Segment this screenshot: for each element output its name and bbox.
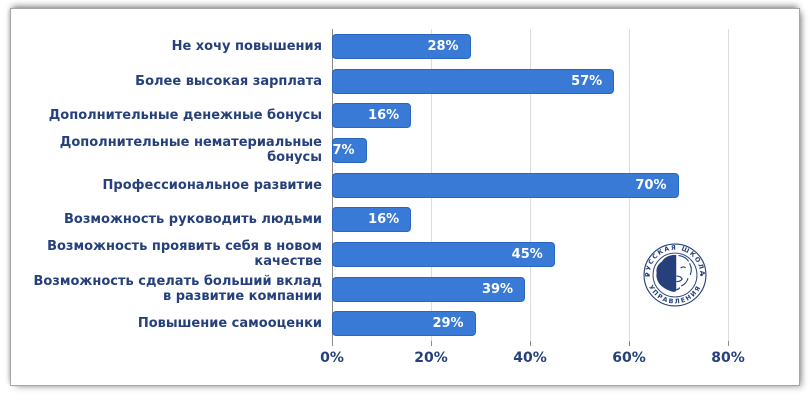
category-label: Дополнительные денежные бонусы xyxy=(48,108,322,124)
axis-tick xyxy=(728,341,729,346)
logo-inner-circle xyxy=(652,252,698,298)
bar-value-label: 45% xyxy=(511,246,543,262)
category-label: Возможность руководить людьми xyxy=(64,212,322,228)
gridline xyxy=(728,29,729,341)
bar-row: Дополнительные денежные бонусы 16% xyxy=(11,98,793,133)
bar-row: Дополнительные нематериальные бонусы 7% xyxy=(11,133,793,168)
rsu-seal-logo: РУССКАЯ ШКОЛА УПРАВЛЕНИЯ xyxy=(643,243,707,307)
x-tick-label: 20% xyxy=(414,350,448,366)
bar: 39% xyxy=(332,276,526,302)
x-axis: 0% 20% 40% 60% 80% xyxy=(320,341,781,385)
bar-value-label: 16% xyxy=(368,108,400,124)
bar: 16% xyxy=(332,207,412,233)
bar-value-label: 39% xyxy=(481,281,514,297)
bar-value-label: 29% xyxy=(432,316,464,332)
bar-value-label: 28% xyxy=(427,38,459,54)
bar-value-label: 7% xyxy=(332,142,355,158)
bar-row: Профессиональное развитие 70% xyxy=(11,168,793,203)
bar-value-label: 16% xyxy=(368,212,400,228)
bar: 57% xyxy=(332,68,615,94)
axis-tick xyxy=(629,341,630,346)
bar-row: Возможность проявить себя в новом качест… xyxy=(11,237,793,272)
category-label: Возможность проявить себя в новом качест… xyxy=(47,239,322,270)
logo-left-dot-icon xyxy=(647,273,650,277)
bar: 70% xyxy=(332,172,679,198)
x-tick-label: 60% xyxy=(612,350,646,366)
x-tick-label: 40% xyxy=(513,350,547,366)
logo-right-dot-icon xyxy=(700,273,703,277)
axis-tick xyxy=(431,341,432,346)
bar-row: Повышение самооценки 29% xyxy=(11,306,793,341)
category-label: Профессиональное развитие xyxy=(102,177,322,193)
lion-head-icon xyxy=(656,254,692,292)
bar-row: Возможность сделать больший вклад в разв… xyxy=(11,272,793,307)
bar-value-label: 70% xyxy=(635,177,667,193)
category-label: Возможность сделать больший вклад в разв… xyxy=(33,274,322,305)
category-label: Повышение самооценки xyxy=(137,316,322,332)
category-label: Не хочу повышения xyxy=(171,38,322,54)
bar-rows: Не хочу повышения 28% Более высокая зарпла… xyxy=(11,29,793,341)
bar: 29% xyxy=(332,311,476,337)
bar: 45% xyxy=(332,241,555,267)
bar: 16% xyxy=(332,103,412,129)
bar: 28% xyxy=(332,33,471,59)
bar-value-label: 57% xyxy=(571,73,603,89)
logo-outer-circle xyxy=(643,243,707,307)
bar-row: Не хочу повышения 28% xyxy=(11,29,793,64)
x-tick-label: 80% xyxy=(711,350,745,366)
category-label: Более высокая зарплата xyxy=(135,73,322,89)
axis-tick xyxy=(530,341,531,346)
bar: 7% xyxy=(332,137,367,163)
bar-row: Возможность руководить людьми 16% xyxy=(11,202,793,237)
bar-row: Более высокая зарплата 57% xyxy=(11,64,793,99)
chart-panel: Не хочу повышения 28% Более высокая зарпла… xyxy=(10,8,800,386)
axis-tick xyxy=(332,341,333,346)
category-label: Дополнительные нематериальные бонусы xyxy=(59,135,322,166)
x-tick-label: 0% xyxy=(320,350,344,366)
